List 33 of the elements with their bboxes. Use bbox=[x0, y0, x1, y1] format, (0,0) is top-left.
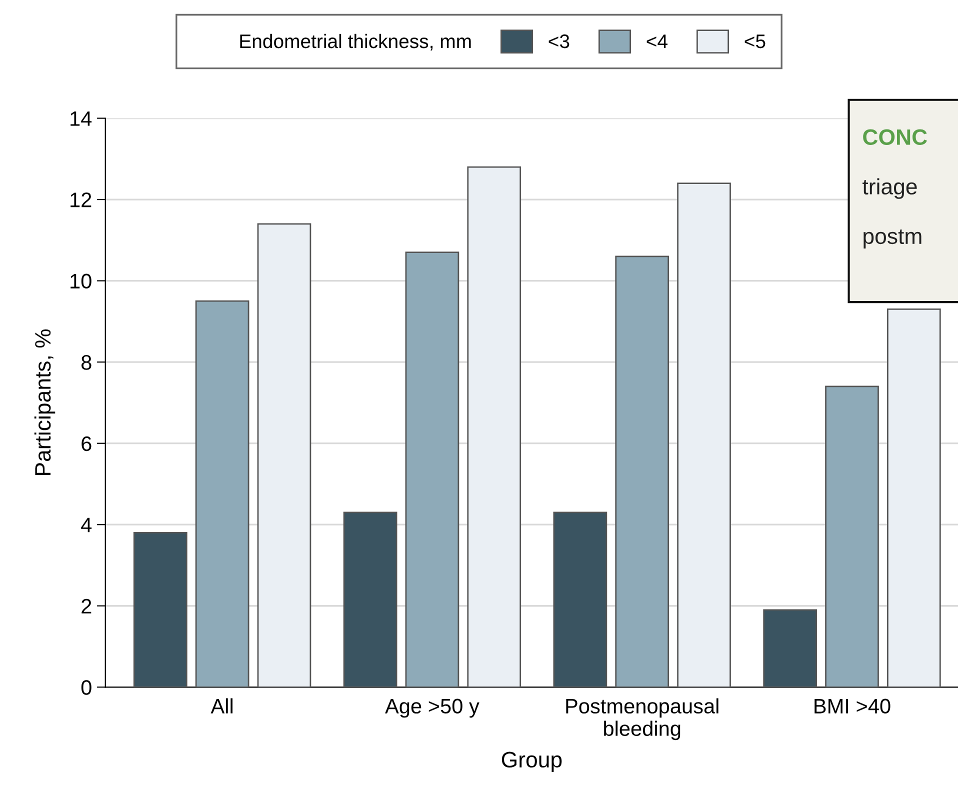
y-tick-label: 14 bbox=[70, 111, 92, 126]
x-tick-label: BMI >40 bbox=[814, 698, 890, 714]
legend-label: <3 bbox=[548, 34, 570, 48]
y-tick-label: 8 bbox=[82, 355, 92, 370]
annotation: triage bbox=[862, 178, 917, 199]
y-axis-title: Participants, % bbox=[34, 329, 56, 475]
x-axis-title: Group bbox=[502, 752, 562, 772]
y-tick-label: 0 bbox=[81, 680, 92, 695]
bar bbox=[257, 223, 312, 688]
bar bbox=[615, 256, 670, 688]
y-tick-label: 4 bbox=[81, 518, 92, 532]
y-tick-label: 10 bbox=[70, 274, 92, 289]
bar bbox=[825, 386, 879, 688]
y-tick-label: 12 bbox=[70, 192, 92, 208]
legend-label: <4 bbox=[646, 34, 668, 48]
bar bbox=[763, 609, 818, 688]
bar bbox=[405, 252, 460, 688]
x-tick-label: Age >50 y bbox=[385, 698, 480, 718]
bar bbox=[553, 512, 608, 688]
legend-label: <5 bbox=[744, 34, 766, 48]
bar bbox=[195, 300, 250, 688]
bar bbox=[343, 512, 398, 688]
y-tick-label: 2 bbox=[82, 598, 92, 614]
x-tick-label: Postmenopausal bleeding bbox=[566, 698, 718, 740]
legend-title: Endometrial thickness, mm bbox=[240, 34, 471, 50]
annotation: postm bbox=[864, 229, 922, 248]
bar bbox=[133, 532, 188, 688]
bar bbox=[677, 182, 731, 688]
bar bbox=[467, 166, 522, 688]
annotation: CONC bbox=[863, 129, 928, 145]
bar bbox=[886, 308, 941, 688]
y-tick-label: 6 bbox=[82, 436, 92, 452]
x-tick-label: All bbox=[210, 698, 232, 714]
